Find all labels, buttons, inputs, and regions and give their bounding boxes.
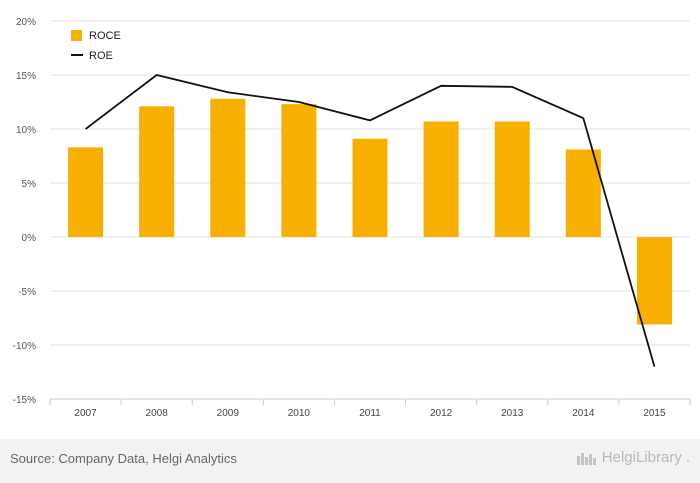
- x-tick-label: 2009: [217, 408, 240, 419]
- legend-label-roce: ROCE: [89, 30, 121, 42]
- roce-bar: [352, 138, 388, 237]
- footer: Source: Company Data, Helgi Analytics He…: [0, 439, 700, 483]
- brand-dot: .: [685, 449, 690, 466]
- legend: ROCE ROE: [71, 30, 121, 62]
- roce-bar: [565, 149, 601, 237]
- brand-logo: HelgiLibrary.: [576, 449, 690, 466]
- legend-label-roe: ROE: [89, 50, 113, 62]
- y-tick-label: -5%: [18, 287, 36, 298]
- y-tick-label: 5%: [22, 179, 37, 190]
- brand-name: HelgiLibrary: [601, 449, 682, 466]
- y-tick-label: 10%: [16, 125, 36, 136]
- library-icon: [576, 452, 596, 465]
- x-tick-label: 2014: [572, 408, 595, 419]
- roce-bars: [68, 98, 672, 325]
- y-tick-label: 0%: [22, 233, 37, 244]
- roce-bar: [636, 237, 672, 325]
- legend-swatch-roce: [71, 30, 82, 41]
- roe-line: [85, 74, 656, 367]
- x-tick-label: 2010: [288, 408, 311, 419]
- roce-bar: [281, 104, 317, 237]
- x-tick-label: 2011: [359, 408, 381, 419]
- x-tick-label: 2012: [430, 408, 453, 419]
- x-axis: 2007 2008 2009 2010 2011 2012 2013 2014 2015: [49, 398, 691, 419]
- y-tick-label: -15%: [13, 395, 36, 406]
- y-tick-label: 20%: [16, 17, 36, 28]
- roce-bar: [68, 147, 104, 237]
- y-tick-label: 15%: [16, 71, 36, 82]
- source-note: Source: Company Data, Helgi Analytics: [10, 451, 237, 466]
- roce-bar: [423, 121, 459, 237]
- roce-bar: [210, 98, 246, 237]
- x-tick-label: 2008: [146, 408, 169, 419]
- x-tick-label: 2013: [501, 408, 524, 419]
- y-tick-label: -10%: [13, 341, 36, 352]
- x-tick-label: 2007: [74, 408, 97, 419]
- roce-bar: [139, 106, 175, 237]
- chart-area: 20% 15% 10% 5% 0% -5% -10% -15% 2007 2008 2009 201…: [13, 17, 691, 419]
- x-tick-label: 2015: [643, 408, 666, 419]
- roce-bar: [494, 121, 530, 237]
- y-axis-ticks: 20% 15% 10% 5% 0% -5% -10% -15%: [13, 17, 36, 406]
